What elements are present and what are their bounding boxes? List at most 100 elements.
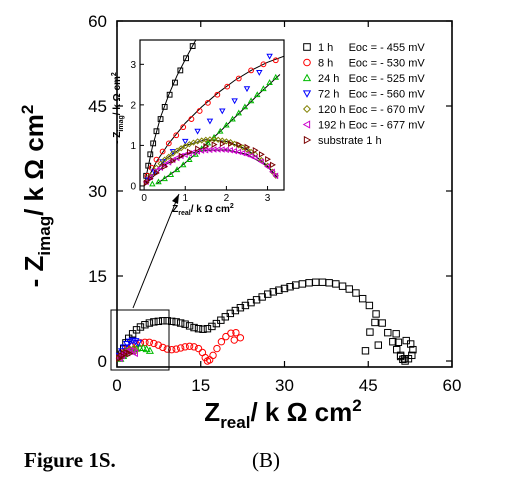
main-point-1h — [194, 325, 203, 333]
main-point-1h — [136, 323, 145, 331]
inset-point-192h — [227, 147, 233, 154]
inset-point-192h — [190, 149, 196, 156]
main-point-1h — [128, 330, 137, 338]
inset-point-8h — [165, 140, 172, 147]
main-y-tick-label: 15 — [88, 267, 107, 286]
inset-y-tick-label: 2 — [130, 100, 136, 111]
inset-point-120h — [178, 145, 185, 152]
inset-point-24h — [254, 91, 261, 98]
inset-point-substrate — [236, 141, 243, 148]
inset-point-24h — [235, 109, 242, 116]
inset-point-24h — [210, 133, 218, 140]
main-point-1h — [190, 323, 198, 332]
main-point-1h — [358, 294, 367, 303]
inset-point-24h — [204, 139, 212, 146]
inset-point-24h — [229, 115, 236, 122]
inset-point-192h — [214, 146, 221, 153]
main-point-1h — [298, 280, 307, 288]
inset-point-substrate — [258, 151, 265, 158]
inset-point-8h — [272, 57, 279, 64]
main-point-8h — [227, 329, 235, 337]
inset-y-tick-label: 0 — [130, 181, 136, 192]
main-point-1h — [154, 317, 163, 326]
inset-point-192h — [231, 147, 238, 155]
main-point-1h — [389, 338, 397, 346]
inset-point-72h — [182, 138, 189, 145]
main-point-1h — [402, 336, 410, 345]
main-point-192h — [130, 349, 138, 358]
main-point-1h — [345, 285, 353, 293]
main-point-8h — [176, 344, 185, 352]
main-y-tick-label: 45 — [88, 97, 107, 116]
inset-point-24h — [155, 178, 162, 185]
figure-caption: Figure 1S. — [24, 448, 116, 472]
main-point-1h — [371, 318, 379, 327]
main-y-tick-label: 0 — [98, 352, 107, 371]
inset-point-120h — [161, 156, 168, 163]
main-point-8h — [145, 338, 154, 346]
main-point-1h — [408, 351, 416, 360]
zoom-arrow-line — [132, 193, 180, 309]
main-point-1h — [352, 289, 360, 297]
main-point-8h — [154, 341, 163, 349]
inset-point-substrate — [211, 141, 218, 148]
main-point-8h — [150, 339, 158, 348]
inset-point-substrate — [178, 152, 185, 160]
inset-point-192h — [206, 146, 213, 154]
inset-fit-8h — [143, 55, 284, 187]
main-x-tick-label: 0 — [112, 376, 121, 395]
inset-point-1h — [166, 91, 173, 98]
main-point-1h — [378, 319, 386, 327]
inset-point-120h — [165, 153, 172, 160]
legend: 1 h Eoc = - 455 mV 8 h Eoc = - 530 mV 24 h… — [302, 42, 425, 147]
inset-point-1h — [183, 55, 189, 62]
inset-point-24h — [272, 73, 280, 80]
legend-label-192h: 192 h Eoc = - 677 mV — [318, 120, 425, 132]
inset-point-8h — [260, 61, 267, 68]
main-point-72h — [120, 344, 129, 352]
main-point-1h — [172, 318, 180, 326]
inset-point-8h — [188, 116, 195, 122]
main-point-1h — [159, 317, 167, 325]
inset-point-192h — [239, 149, 246, 157]
main-point-8h — [217, 338, 226, 346]
main-point-8h — [163, 345, 171, 353]
inset-x-axis-label: Zreal/ k Ω cm2 — [172, 203, 234, 217]
inset-point-substrate — [147, 175, 154, 182]
main-point-1h — [384, 328, 392, 337]
main-point-1h — [401, 357, 409, 365]
main-y-axis-label: - Zimag/ k Ω cm2 — [18, 105, 54, 288]
main-point-substrate — [116, 354, 124, 363]
inset-fit-1h — [143, 40, 197, 187]
inset-point-72h — [206, 118, 214, 125]
inset-point-substrate — [143, 179, 150, 186]
inset-point-192h — [247, 152, 254, 160]
main-point-1h — [286, 283, 294, 291]
inset-point-24h — [149, 180, 156, 187]
main-point-72h — [128, 337, 137, 345]
main-point-8h — [213, 344, 221, 353]
inset-point-192h — [161, 161, 168, 169]
main-point-1h — [318, 278, 327, 286]
inset-point-8h — [235, 75, 242, 82]
inset-point-72h — [219, 108, 226, 115]
inset-point-192h — [272, 172, 279, 180]
inset-point-substrate — [270, 161, 276, 169]
inset-point-8h — [153, 156, 160, 163]
inset-point-1h — [172, 79, 178, 86]
inset-point-substrate — [195, 145, 202, 152]
main-point-1h — [361, 347, 370, 355]
inset-point-1h — [150, 140, 157, 147]
inset-point-substrate — [252, 147, 259, 154]
main-point-24h — [139, 343, 148, 352]
inset-point-72h — [266, 53, 273, 60]
inset-point-8h — [159, 148, 166, 155]
main-point-1h — [181, 320, 189, 328]
inset-point-192h — [251, 154, 258, 161]
legend-marker-72h — [302, 90, 312, 98]
main-point-1h — [236, 304, 245, 312]
main-point-1h — [280, 284, 289, 293]
inset-point-192h — [269, 168, 275, 176]
